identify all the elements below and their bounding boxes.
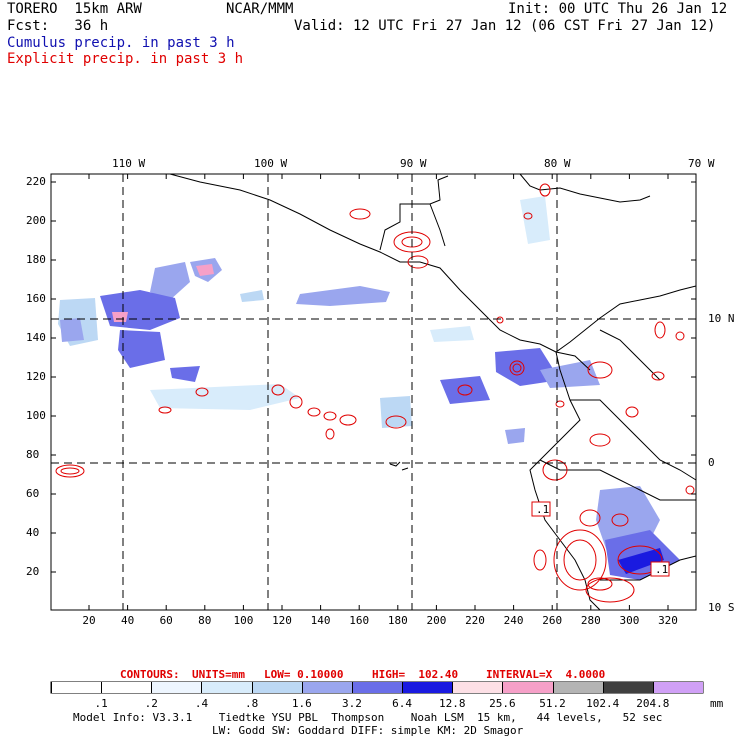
legend-level-label: 1.6 xyxy=(291,697,312,710)
legend-swatch xyxy=(251,682,302,693)
legend-level-label: 25.6 xyxy=(489,697,516,710)
x-tick-label: 140 xyxy=(310,614,331,627)
lat-lon-grid xyxy=(51,174,696,610)
forecast-hour: Fcst: 36 h xyxy=(7,18,109,34)
legend-swatch xyxy=(351,682,403,693)
interval-label: INTERVAL=X 4.0000 xyxy=(486,668,606,681)
legend-swatch xyxy=(301,682,352,693)
x-tick-label: 300 xyxy=(619,614,640,627)
legend-swatch xyxy=(101,682,152,693)
x-tick-label: 180 xyxy=(387,614,408,627)
legend-level-label: 51.2 xyxy=(539,697,566,710)
y-tick-label: 120 xyxy=(26,370,46,383)
legend-swatch xyxy=(552,682,603,693)
legend-level-label: .1 xyxy=(94,697,108,710)
physics-info-line: LW: Godd SW: Goddard DIFF: simple KM: 2D… xyxy=(212,724,524,737)
legend-swatch xyxy=(151,682,202,693)
coastlines xyxy=(169,173,697,611)
model-info-line: Model Info: V3.3.1 Tiedtke YSU PBL Thomp… xyxy=(73,711,663,724)
explicit-field-label: Explicit precip. in past 3 h xyxy=(7,51,244,67)
contour-label-boxes xyxy=(531,501,670,577)
legend-swatch xyxy=(502,682,553,693)
legend-level-label: 12.8 xyxy=(438,697,466,710)
legend-swatch xyxy=(652,682,703,693)
lon-label-70w: 70 W xyxy=(688,157,715,170)
legend-level-label: 6.4 xyxy=(392,697,412,710)
init-time: Init: 00 UTC Thu 26 Jan 12 xyxy=(508,1,728,17)
x-tick-label: 120 xyxy=(272,614,292,627)
model-title: TORERO 15km ARW xyxy=(7,1,142,17)
legend-unit: mm xyxy=(710,697,724,710)
map-frame xyxy=(50,173,697,611)
axis-ticks xyxy=(51,174,696,610)
units-label: UNITS=mm xyxy=(192,668,245,681)
valid-time: Valid: 12 UTC Fri 27 Jan 12 (06 CST Fri … xyxy=(294,18,716,34)
legend-level-label: 3.2 xyxy=(341,697,362,710)
cumulus-field-label: Cumulus precip. in past 3 h xyxy=(7,35,235,51)
x-tick-label: 280 xyxy=(580,614,601,627)
lon-label-80w: 80 W xyxy=(544,157,571,170)
legend-swatch xyxy=(201,682,252,693)
legend-level-label: .2 xyxy=(144,697,158,710)
y-tick-label: 80 xyxy=(26,448,40,461)
x-tick-label: 220 xyxy=(465,614,485,627)
legend-level-label: 102.4 xyxy=(586,697,620,710)
lat-label-10s: 10 S xyxy=(708,601,735,614)
lon-label-110w: 110 W xyxy=(112,157,146,170)
legend-level-label: .8 xyxy=(244,697,259,710)
y-tick-label: 220 xyxy=(26,175,46,188)
legend-swatch xyxy=(402,682,453,693)
x-tick-label: 80 xyxy=(198,614,212,627)
x-tick-label: 100 xyxy=(233,614,254,627)
legend-swatch xyxy=(602,682,653,693)
y-tick-label: 180 xyxy=(26,253,46,266)
y-tick-label: 100 xyxy=(26,409,46,422)
y-tick-label: 160 xyxy=(26,292,46,305)
explicit-precip-contours xyxy=(55,183,695,603)
center-label: NCAR/MMM xyxy=(226,1,294,17)
x-tick-label: 60 xyxy=(159,614,173,627)
low-label: LOW= 0.10000 xyxy=(264,668,344,681)
legend-level-label: 204.8 xyxy=(636,697,670,710)
x-tick-label: 260 xyxy=(542,614,563,627)
legend-swatch xyxy=(452,682,503,693)
x-tick-label: 20 xyxy=(82,614,96,627)
x-tick-label: 200 xyxy=(426,614,447,627)
legend-swatch xyxy=(51,682,102,693)
y-tick-label: 40 xyxy=(26,526,40,539)
x-tick-label: 40 xyxy=(120,614,135,627)
contour-label-2: .1 xyxy=(655,563,669,576)
high-label: HIGH= 102.40 xyxy=(372,668,459,681)
lon-label-90w: 90 W xyxy=(400,157,427,170)
contours-label: CONTOURS: xyxy=(120,668,180,681)
y-tick-label: 140 xyxy=(26,331,46,344)
lon-label-100w: 100 W xyxy=(254,157,288,170)
x-tick-label: 320 xyxy=(658,614,678,627)
y-tick-label: 20 xyxy=(26,565,40,578)
lat-label-0: 0 xyxy=(708,456,715,469)
x-tick-label: 160 xyxy=(349,614,370,627)
y-tick-label: 60 xyxy=(26,487,40,500)
y-tick-label: 200 xyxy=(26,214,46,227)
x-tick-label: 240 xyxy=(503,614,524,627)
contour-label-1: .1 xyxy=(536,503,550,516)
cumulus-precip-shading xyxy=(58,196,680,580)
legend-level-label: .4 xyxy=(194,697,209,710)
lat-label-10n: 10 N xyxy=(708,312,735,325)
